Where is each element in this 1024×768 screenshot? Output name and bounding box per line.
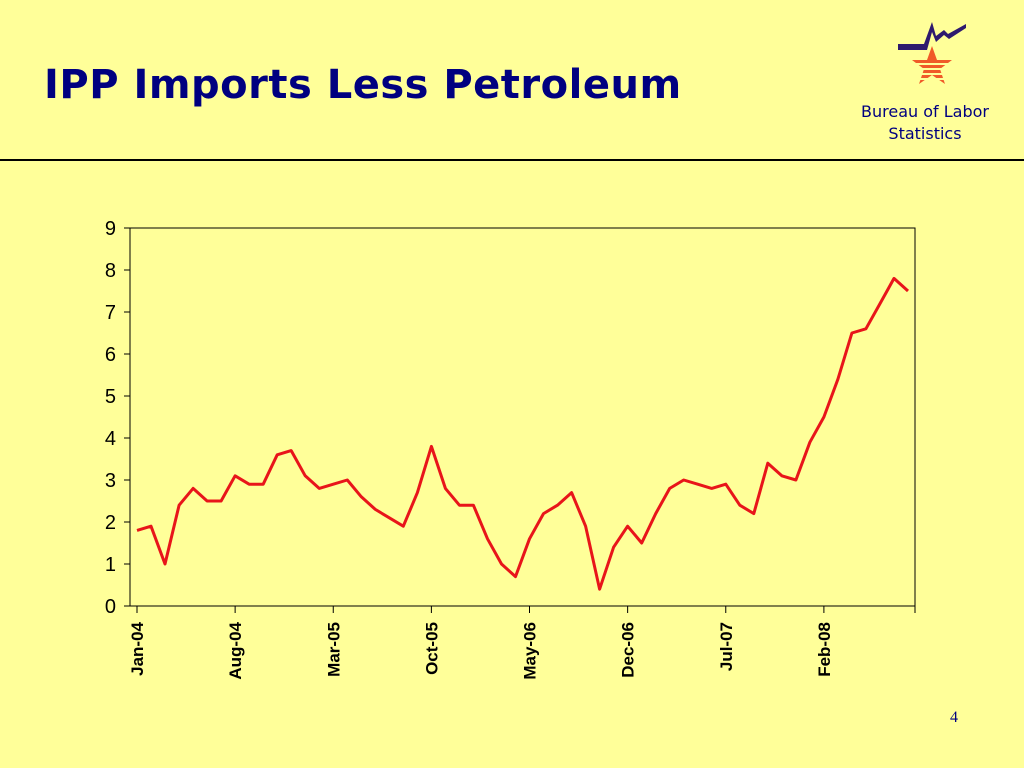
x-tick-label: Jul-07 [717,622,736,671]
y-tick-label: 3 [105,470,116,492]
x-tick-label: Oct-05 [422,622,441,675]
y-tick-label: 1 [105,554,116,576]
title-divider [0,159,1024,161]
org-name-line1: Bureau of Labor [861,102,989,121]
y-tick-label: 6 [105,344,116,366]
bls-logo [898,22,966,84]
org-name: Bureau of Labor Statistics [840,101,1010,145]
x-tick-label: Dec-06 [619,622,638,678]
series-line [136,276,910,591]
y-tick-label: 8 [105,260,116,282]
logo-bolt [898,22,966,50]
y-tick-label: 4 [105,428,116,450]
page-number: 4 [950,709,958,726]
y-tick-label: 7 [105,302,116,324]
x-tick-label: Jan-04 [128,621,147,675]
y-tick-label: 2 [105,512,116,534]
x-tick-label: Aug-04 [226,621,245,679]
y-tick-label: 5 [105,386,116,408]
y-tick-label: 0 [105,596,116,618]
x-tick-label: Feb-08 [815,622,834,677]
x-tick-label: May-06 [521,622,540,680]
y-tick-label: 9 [105,218,116,240]
x-tick-label: Mar-05 [324,622,343,677]
plot-area-frame [129,227,916,607]
slide-title: IPP Imports Less Petroleum [44,62,682,108]
org-name-line2: Statistics [888,124,962,143]
